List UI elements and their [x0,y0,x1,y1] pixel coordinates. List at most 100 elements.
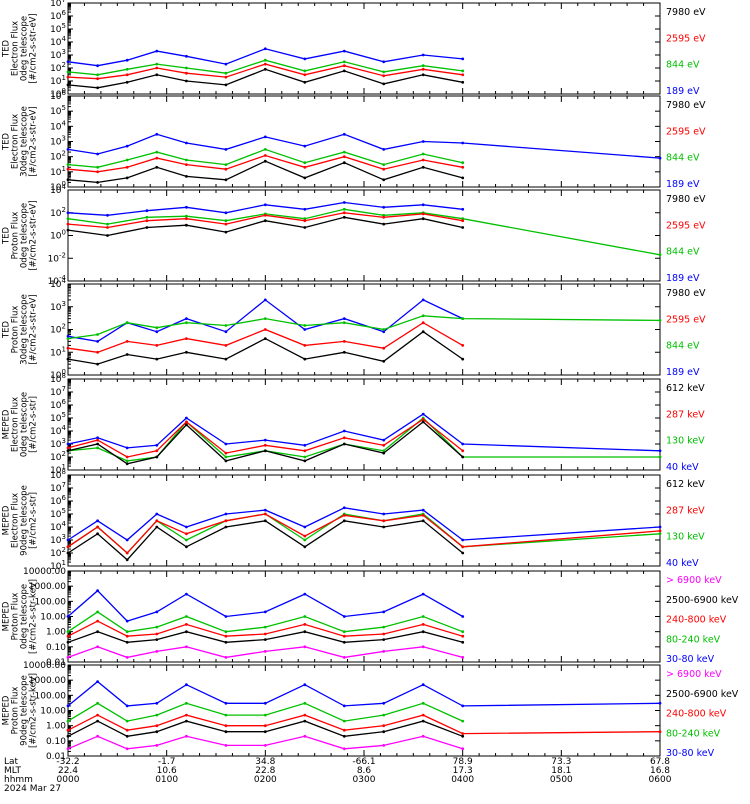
data-point [96,442,99,446]
data-point [303,734,307,738]
data-point [66,148,70,151]
data-point [66,75,70,79]
y-axis-label: [#/cm2-s-str] [29,492,39,549]
data-point [421,412,425,416]
data-point [263,148,267,151]
y-tick-label: 102 [50,323,66,336]
data-point [224,148,228,151]
data-point [382,443,386,447]
data-point [66,70,70,74]
data-point [421,508,425,512]
data-point [66,222,70,226]
y-tick-label: 105 [50,411,66,424]
data-point [106,213,109,217]
data-point [421,513,425,517]
data-point [303,324,307,327]
y-tick-label: 107 [50,481,66,494]
y-tick-label: 106 [50,9,66,22]
data-point [185,337,188,340]
y-tick-label: 104 [50,424,66,437]
data-point [224,62,228,66]
data-point [461,176,465,180]
data-point [342,201,346,204]
data-point [421,165,425,169]
y-axis-label: [#/cm2-s-str] [29,396,39,453]
data-point [66,163,70,167]
footer-mlt: 18.1 [551,766,571,776]
y-tick-label: 103 [50,48,66,61]
data-point [66,545,70,549]
data-point [421,212,425,216]
data-point [263,701,267,705]
data-point [263,638,267,641]
data-point [303,357,307,361]
series-line [67,68,463,89]
y-axis-label: TED [2,320,12,339]
data-point [66,734,70,738]
data-point [224,357,228,361]
data-point [303,623,307,626]
data-point [155,73,159,77]
data-point [96,610,99,614]
data-point [155,330,159,334]
data-point [263,317,267,320]
data-point [421,298,425,302]
data-point [342,429,346,433]
y-tick-label: 10-4 [48,274,67,287]
data-point [263,443,267,447]
data-point [421,417,425,421]
data-point [125,734,129,738]
y-tick-label: 102 [50,61,66,74]
series-line [67,321,464,353]
data-point [66,704,70,708]
data-point [263,610,267,614]
data-point [96,619,99,623]
data-point [125,719,129,723]
data-point [224,459,228,463]
y-tick-label: 102 [50,150,66,163]
data-point [125,340,129,343]
footer-lat: 67.8 [650,757,670,767]
y-tick-label: 0.10 [46,643,66,653]
data-point [263,67,267,71]
data-point [125,67,129,71]
data-point [96,645,99,649]
footer-hhmm: 0100 [155,775,178,785]
data-point [224,178,228,182]
data-point [66,167,70,171]
data-point [658,730,662,734]
y-tick-label: 103 [50,135,66,148]
data-point [155,730,159,734]
footer-hhmm: 0400 [451,775,474,785]
series-line [67,63,463,80]
data-point [461,165,465,169]
data-point [303,449,307,453]
data-point [224,455,228,459]
y-axis-label: Proton Flux [11,306,21,354]
data-point [382,163,386,167]
data-point [125,353,129,356]
footer-hhmm: 0300 [353,775,376,785]
data-point [263,650,267,653]
data-point [303,459,307,463]
data-point [421,519,425,523]
series-line [67,133,661,159]
legend-label: 2500-6900 keV [666,689,739,700]
data-point [185,71,188,75]
data-point [263,519,267,523]
y-tick-label: 103 [50,533,66,546]
legend-label: 844 eV [666,153,700,164]
data-point [155,455,159,459]
data-point [263,203,267,207]
data-point [96,446,99,450]
y-tick-label: 106 [50,89,66,102]
data-point [382,730,386,734]
data-point [125,704,129,708]
data-point [224,512,228,516]
data-point [96,165,99,169]
y-axis-label: 0deg telescope [20,392,30,457]
legend-label: > 6900 keV [666,575,722,586]
data-point [125,58,129,62]
data-point [342,442,346,446]
data-point [96,519,99,523]
